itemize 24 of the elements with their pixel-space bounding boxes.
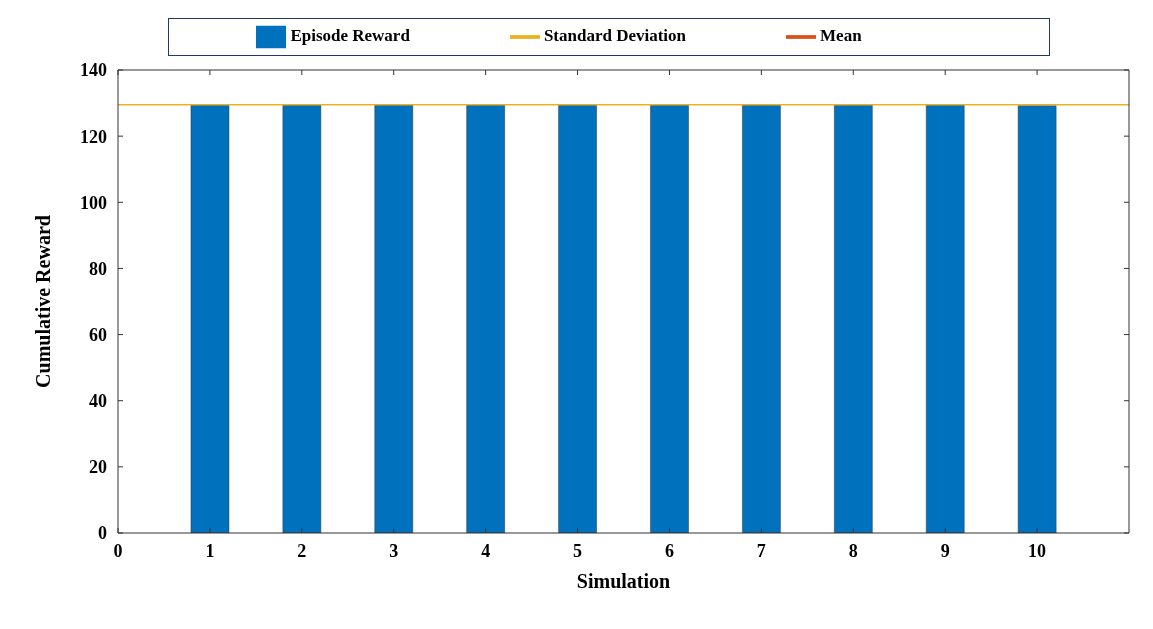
x-tick-label: 4 xyxy=(481,540,491,561)
x-axis-title: Simulation xyxy=(576,570,671,592)
x-tick-label: 8 xyxy=(848,540,858,561)
x-tick-label: 7 xyxy=(756,540,766,561)
y-tick-label: 20 xyxy=(89,457,107,478)
x-tick-label: 9 xyxy=(940,540,950,561)
x-tick-label: 1 xyxy=(205,540,215,561)
y-tick-label: 60 xyxy=(89,324,107,345)
y-tick-label: 140 xyxy=(80,60,107,81)
legend-label: Episode Reward xyxy=(290,25,410,45)
y-tick-label: 100 xyxy=(80,192,107,213)
x-tick-label: 10 xyxy=(1028,540,1047,561)
legend-label: Standard Deviation xyxy=(543,25,687,45)
y-tick-label: 0 xyxy=(98,523,107,544)
y-tick-label: 80 xyxy=(89,258,107,279)
x-tick-label: 3 xyxy=(389,540,399,561)
y-tick-label: 40 xyxy=(89,391,107,412)
x-tick-label: 0 xyxy=(113,540,123,561)
legend-label: Mean xyxy=(820,25,862,45)
x-tick-label: 2 xyxy=(297,540,307,561)
x-tick-label: 6 xyxy=(664,540,674,561)
y-tick-label: 120 xyxy=(80,126,107,147)
x-tick-label: 5 xyxy=(573,540,583,561)
y-axis-title: Cumulative Reward xyxy=(32,215,55,388)
